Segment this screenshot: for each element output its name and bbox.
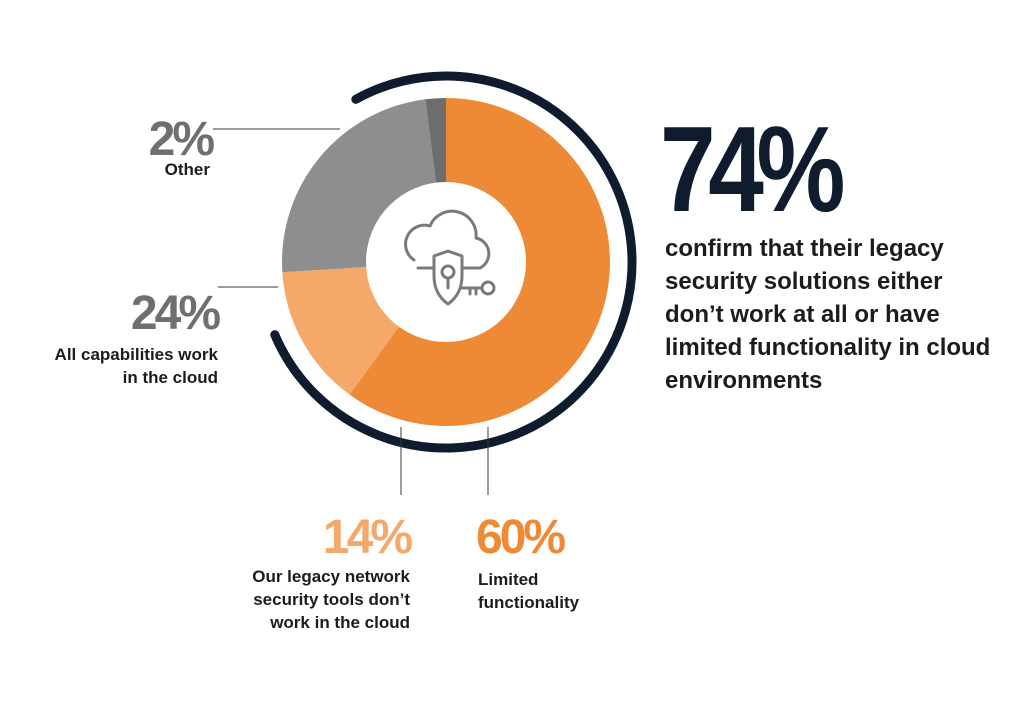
headline-stat: 74%: [660, 101, 845, 237]
slice-label-other-text: Other: [164, 160, 210, 179]
slice-label-limited-text: Limited functionality: [478, 570, 580, 612]
leader-lines: [213, 128, 489, 495]
slice-label-legacy-tools-text: Our legacy network security tools don’t …: [252, 567, 410, 632]
headline-text: confirm that their legacy security solut…: [665, 235, 991, 395]
cloud-security-key-icon: [404, 209, 496, 306]
slice-label-all-capabilities-value: 24%: [130, 287, 221, 340]
slice-label-other-value: 2%: [148, 113, 215, 166]
slice-label-legacy-tools-value: 14%: [322, 511, 413, 564]
highlight-arc: [270, 71, 637, 453]
slice-label-limited-value: 60%: [476, 511, 566, 564]
slice-label-all-capabilities-text: All capabilities work in the cloud: [54, 345, 218, 387]
